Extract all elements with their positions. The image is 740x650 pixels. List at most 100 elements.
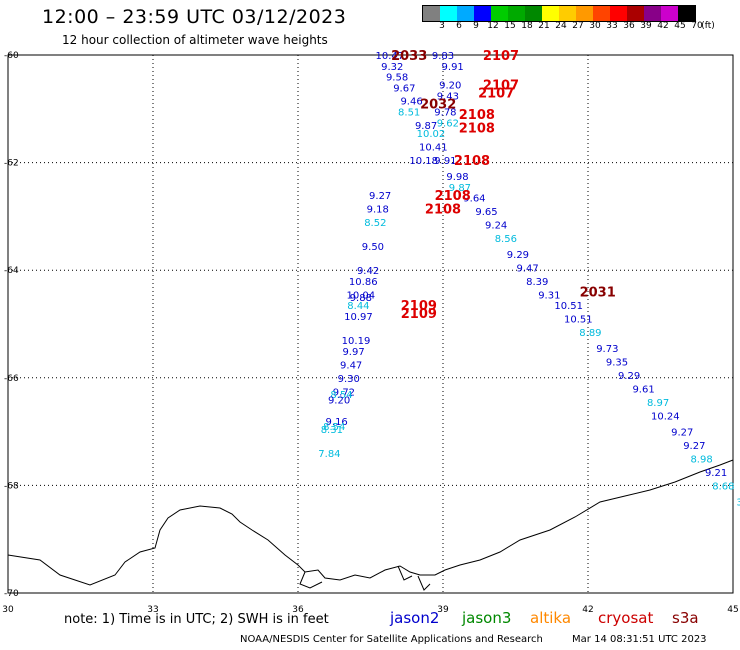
wave-height-label: 9.58: [386, 73, 408, 84]
axis-labels: 30 33 36 39 42 45 -60 -62 -64 -66 -68 -70: [2, 51, 738, 615]
wave-height-label: 9.91: [434, 156, 456, 167]
pass-time-label: 2109: [401, 299, 437, 314]
wave-height-label: 10.51: [564, 315, 593, 326]
color-swatch: [457, 6, 474, 21]
wave-height-label: 8.39: [526, 277, 548, 288]
wave-height-label: 9.67: [393, 83, 415, 94]
pass-time-label: 2032: [420, 97, 456, 112]
color-scale-tick: 33: [606, 21, 618, 31]
footer-credit: NOAA/NESDIS Center for Satellite Applica…: [240, 634, 543, 645]
wave-height-label: 9.46: [400, 97, 422, 108]
color-swatch: [525, 6, 542, 21]
wave-height-label: 9.42: [357, 266, 379, 277]
wave-height-label: 10.86: [349, 277, 378, 288]
map-frame: [7, 54, 734, 594]
color-swatch: [474, 6, 491, 21]
wave-height-label: 8.98: [690, 455, 712, 466]
wave-height-label: 9.98: [446, 172, 468, 183]
coastline-inlet: [299, 565, 431, 591]
satellite-legend-jason2: jason2: [390, 609, 440, 627]
color-swatch: [627, 6, 644, 21]
map-title: 12:00 – 23:59 UTC 03/12/2023: [42, 6, 347, 28]
pass-time-label: 2033: [391, 49, 427, 64]
color-scale-tick: 27: [572, 21, 584, 31]
color-swatch: [559, 6, 576, 21]
wave-height-label: 8.54: [323, 422, 345, 433]
wave-height-label: 9.88: [350, 293, 372, 304]
wave-height-label: 3.36: [736, 498, 740, 509]
color-swatch: [661, 6, 678, 21]
wave-height-label: 9.20: [439, 81, 461, 92]
longitude-label: 39: [437, 605, 449, 615]
color-scale-tick: 3: [439, 21, 445, 31]
footer: NOAA/NESDIS Center for Satellite Applica…: [240, 634, 707, 645]
pass-time-label: 2108: [459, 122, 495, 137]
wave-height-label: 10.24: [651, 411, 680, 422]
color-scale-tick: 36: [623, 21, 635, 31]
pass-time-label: 2108: [459, 108, 495, 123]
wave-height-label: 9.83: [432, 51, 454, 62]
wave-height-label: 10.18: [409, 156, 438, 167]
color-scale-tick: 70: [691, 21, 703, 31]
color-scale-tick: 15: [504, 21, 516, 31]
antarctic-coastline: [7, 459, 734, 586]
satellite-legend-jason3: jason3: [462, 609, 512, 627]
longitude-label: 45: [727, 605, 738, 615]
color-scale-tick: 30: [589, 21, 601, 31]
wave-height-label: 9.43: [437, 91, 459, 102]
wave-height-label: 9.91: [442, 62, 464, 73]
wave-height-label: 9.78: [434, 107, 456, 118]
pass-time-label: 2109: [401, 307, 437, 322]
wave-height-label: 8.68: [712, 481, 734, 492]
latitude-label: -60: [4, 51, 19, 61]
wave-height-label: 9.50: [362, 242, 384, 253]
color-scale-tick: 12: [487, 21, 499, 31]
wave-height-label: 9.27: [369, 191, 391, 202]
wave-height-label: 8.54: [330, 390, 352, 401]
color-swatch: [491, 6, 508, 21]
pass-time-label: 2031: [580, 286, 616, 301]
wave-height-label: 9.18: [367, 204, 389, 215]
wave-height-label: 9.21: [705, 468, 727, 479]
wave-height-label: 8.89: [579, 328, 601, 339]
wave-height-label: 8.52: [364, 218, 386, 229]
footer-timestamp: Mar 14 08:31:51 UTC 2023: [572, 634, 707, 645]
graticule: [8, 55, 733, 593]
longitude-label: 42: [582, 605, 593, 615]
latitude-label: -62: [4, 159, 19, 169]
pass-time-labels: 2033 210721072107203221082108210821082108…: [391, 49, 616, 322]
wave-height-label: 9.47: [516, 264, 538, 275]
color-scale-tick: 42: [657, 21, 669, 31]
wave-height-label: 9.29: [507, 250, 529, 261]
wave-height-label: 10.47: [376, 51, 405, 62]
wave-height-label: 9.97: [342, 347, 364, 358]
color-scale-unit: (ft): [701, 21, 715, 31]
color-swatch: [678, 6, 695, 21]
pass-time-label: 2107: [483, 79, 519, 94]
color-scale-bar: [422, 5, 696, 22]
wave-height-label: 10.02: [417, 129, 446, 140]
wave-height-label: 9.61: [632, 385, 654, 396]
wave-height-label: 8.56: [495, 234, 517, 245]
color-swatch: [610, 6, 627, 21]
color-swatch: [644, 6, 661, 21]
wave-height-label: 8.97: [647, 398, 669, 409]
wave-height-label: 9.73: [596, 344, 618, 355]
color-swatch: [440, 6, 457, 21]
color-swatch: [593, 6, 610, 21]
wave-height-label: 9.30: [338, 374, 360, 385]
satellite-legend-altika: altika: [530, 609, 572, 627]
color-swatch: [423, 6, 440, 21]
wave-height-label: 9.65: [475, 207, 497, 218]
usage-note: note: 1) Time is in UTC; 2) SWH is in fe…: [64, 612, 329, 627]
wave-height-label: 9.31: [538, 290, 560, 301]
map-subtitle: 12 hour collection of altimeter wave hei…: [62, 33, 328, 47]
color-swatch: [576, 6, 593, 21]
color-swatch: [508, 6, 525, 21]
wave-height-label: 9.87: [449, 183, 471, 194]
wave-height-label: 9.24: [485, 220, 507, 231]
color-scale-tick: 45: [674, 21, 686, 31]
wave-height-label: 7.84: [318, 449, 340, 460]
longitude-label: 33: [147, 605, 158, 615]
